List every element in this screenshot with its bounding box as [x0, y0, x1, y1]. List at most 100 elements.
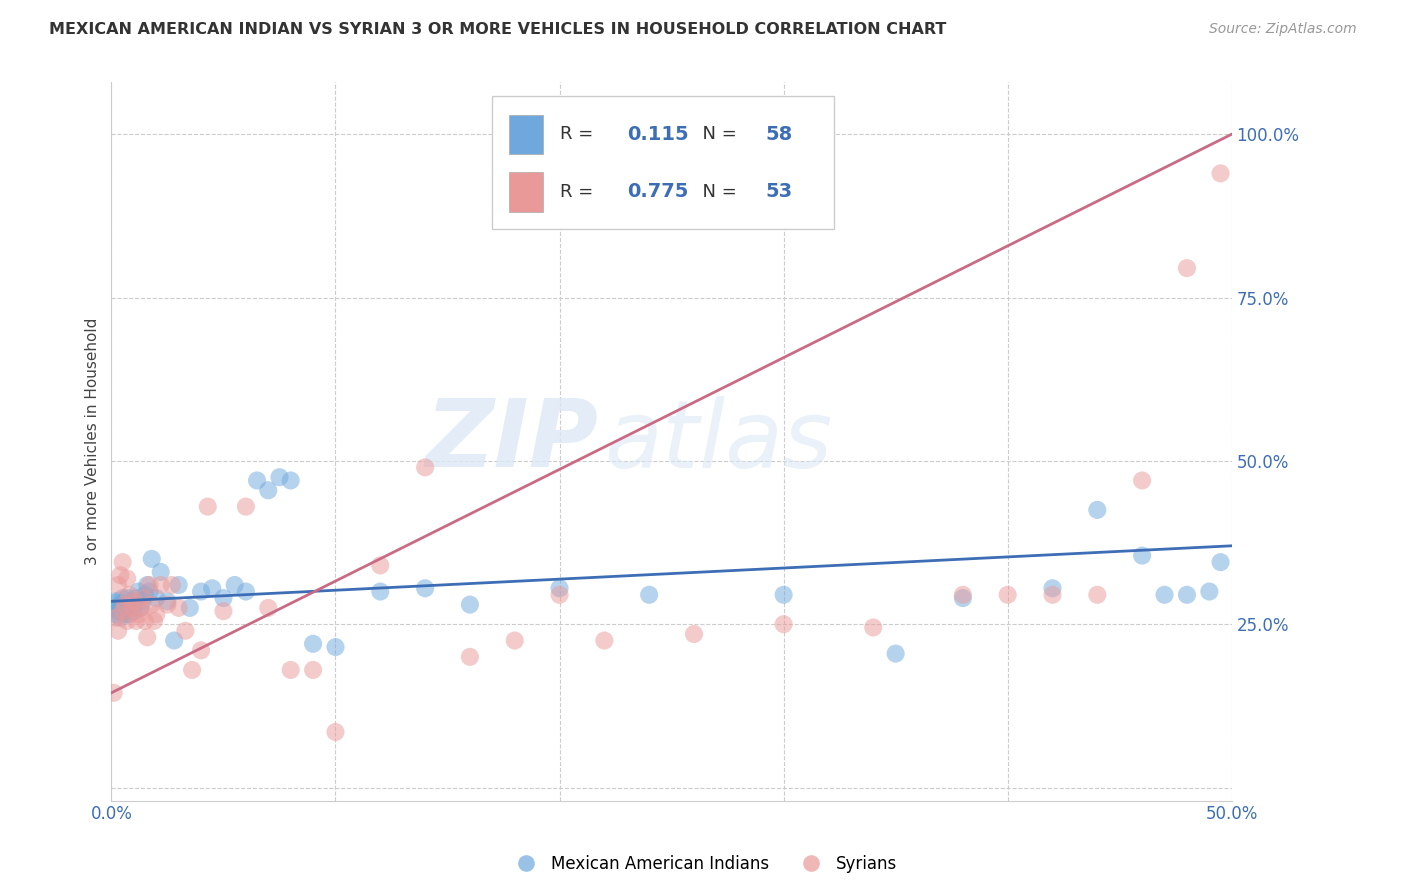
Point: [1209, 555, 1232, 569]
Point: [138, 584, 160, 599]
Point: [884, 647, 907, 661]
Point: [212, 604, 235, 618]
Point: [141, 598, 163, 612]
Point: [115, 572, 138, 586]
Point: [1130, 474, 1153, 488]
Point: [257, 483, 280, 498]
Point: [129, 600, 152, 615]
Point: [1042, 588, 1064, 602]
Point: [1175, 588, 1198, 602]
Text: 58: 58: [766, 125, 793, 144]
Point: [114, 607, 136, 622]
Point: [179, 600, 201, 615]
Point: [111, 555, 134, 569]
Point: [548, 581, 571, 595]
Point: [503, 633, 526, 648]
Point: [235, 584, 257, 599]
Point: [201, 581, 224, 595]
Point: [107, 594, 129, 608]
Point: [118, 607, 141, 622]
Point: [772, 588, 794, 602]
Point: [115, 614, 138, 628]
Text: 0.115: 0.115: [627, 125, 689, 144]
Point: [141, 552, 163, 566]
Point: [997, 588, 1019, 602]
Point: [118, 588, 141, 602]
Point: [132, 591, 155, 605]
Point: [1130, 549, 1153, 563]
Point: [156, 594, 179, 608]
Point: [1085, 588, 1108, 602]
Point: [458, 598, 481, 612]
Point: [103, 594, 125, 608]
Point: [122, 604, 145, 618]
Text: R =: R =: [560, 126, 599, 144]
Point: [104, 610, 127, 624]
Point: [167, 600, 190, 615]
Point: [129, 600, 152, 615]
Point: [118, 598, 141, 612]
Point: [548, 588, 571, 602]
Text: Source: ZipAtlas.com: Source: ZipAtlas.com: [1209, 22, 1357, 37]
Point: [269, 470, 291, 484]
Point: [458, 649, 481, 664]
Point: [125, 614, 148, 628]
Point: [111, 604, 134, 618]
Bar: [509, 172, 543, 211]
Point: [110, 568, 132, 582]
Point: [143, 614, 166, 628]
Point: [145, 607, 167, 622]
Point: [138, 578, 160, 592]
Point: [163, 633, 186, 648]
Legend: Mexican American Indians, Syrians: Mexican American Indians, Syrians: [502, 848, 904, 880]
Point: [115, 600, 138, 615]
Point: [122, 594, 145, 608]
Point: [121, 594, 143, 608]
Point: [110, 598, 132, 612]
Point: [1198, 584, 1220, 599]
Point: [197, 500, 219, 514]
Point: [136, 578, 159, 592]
Text: MEXICAN AMERICAN INDIAN VS SYRIAN 3 OR MORE VEHICLES IN HOUSEHOLD CORRELATION CH: MEXICAN AMERICAN INDIAN VS SYRIAN 3 OR M…: [49, 22, 946, 37]
Point: [174, 624, 197, 638]
Point: [224, 578, 246, 592]
Point: [107, 604, 129, 618]
Point: [368, 584, 391, 599]
Point: [111, 604, 134, 618]
Point: [107, 624, 129, 638]
Point: [862, 620, 884, 634]
Point: [772, 617, 794, 632]
Point: [1085, 503, 1108, 517]
Point: [104, 600, 127, 615]
Point: [145, 591, 167, 605]
Point: [1153, 588, 1175, 602]
Point: [302, 663, 325, 677]
Point: [325, 640, 347, 654]
Point: [127, 607, 149, 622]
Point: [156, 598, 179, 612]
Point: [103, 686, 125, 700]
Point: [952, 588, 974, 602]
Point: [280, 663, 302, 677]
Point: [257, 600, 280, 615]
Point: [368, 558, 391, 573]
Point: [122, 598, 145, 612]
Point: [134, 614, 156, 628]
Point: [107, 578, 129, 592]
Text: N =: N =: [690, 183, 742, 201]
Point: [127, 584, 149, 599]
Point: [134, 588, 156, 602]
Point: [1209, 166, 1232, 180]
Bar: [509, 114, 543, 154]
Point: [149, 578, 172, 592]
Text: 0.775: 0.775: [627, 182, 688, 202]
Point: [190, 584, 212, 599]
Point: [302, 637, 325, 651]
Point: [181, 663, 204, 677]
Point: [413, 460, 436, 475]
Point: [111, 591, 134, 605]
Point: [104, 607, 127, 622]
Text: R =: R =: [560, 183, 599, 201]
Point: [235, 500, 257, 514]
Point: [121, 600, 143, 615]
